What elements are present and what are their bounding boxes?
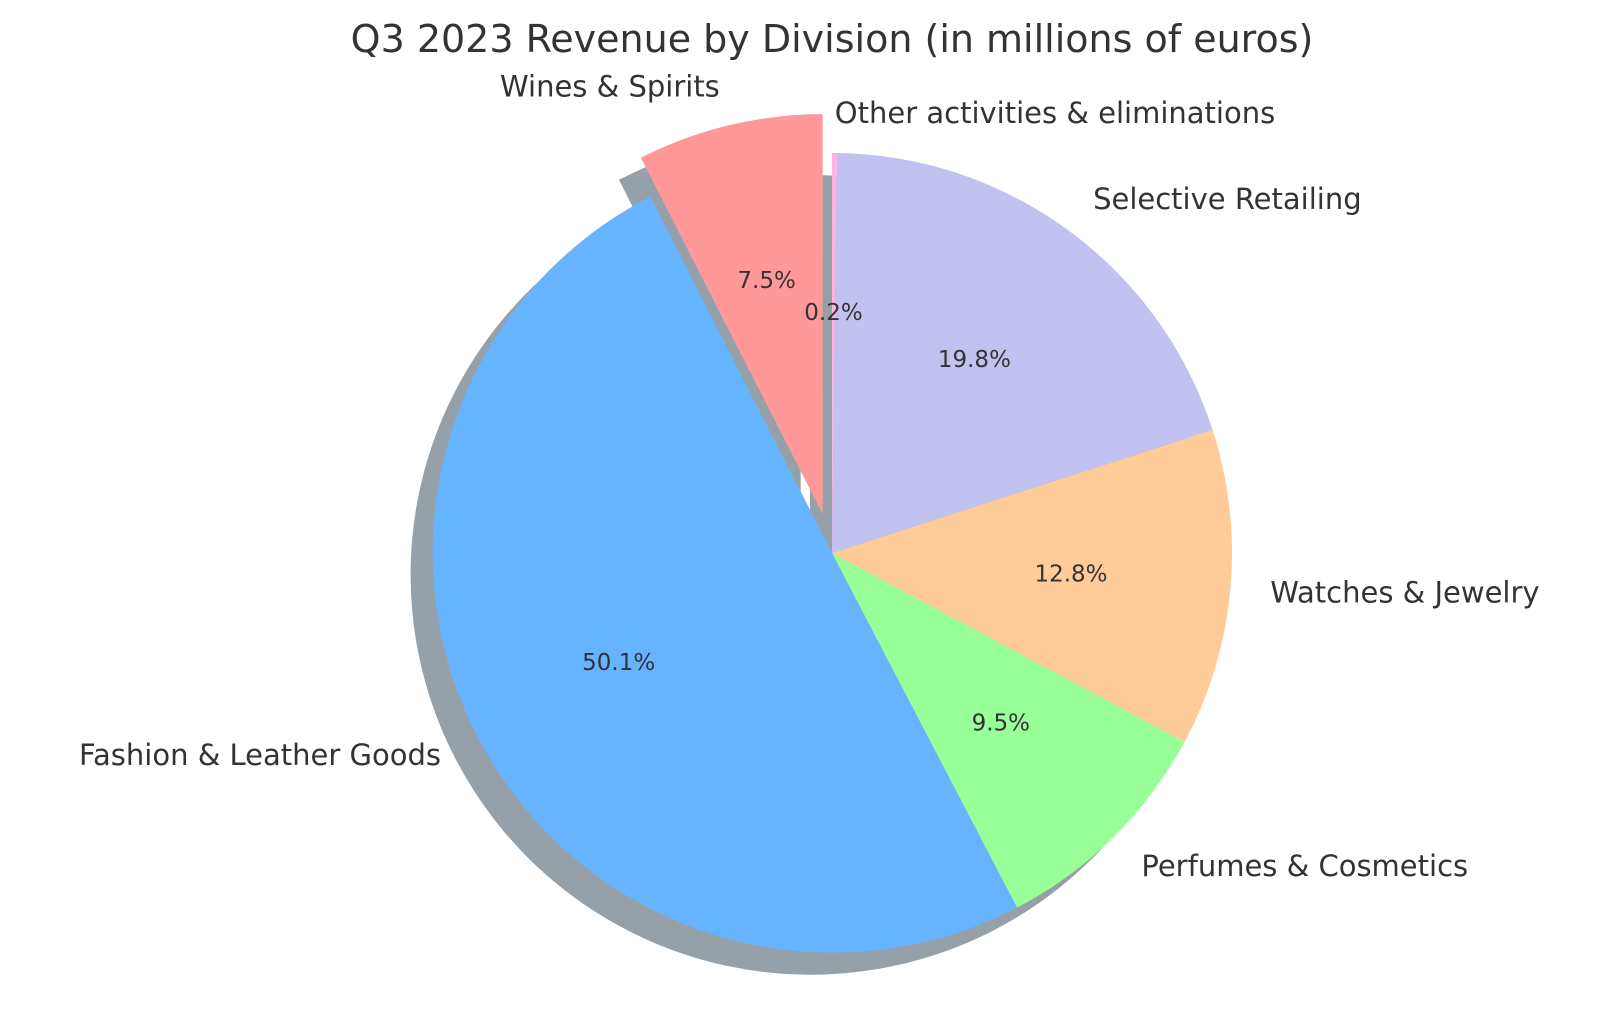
percent-label-wines-and-spirits: 7.5% [737,268,795,294]
slice-fashion-and-leather-goods[interactable] [432,196,1018,953]
chart-title: Q3 2023 Revenue by Division (in millions… [351,17,1314,61]
slice-label-layer: Wines & Spirits Fashion & Leather Goods Pe… [79,69,1540,883]
slice-label-fashion-and-leather-goods: Fashion & Leather Goods [79,738,441,772]
slice-label-wines-and-spirits: Wines & Spirits [500,69,720,103]
percent-label-other-activities-and-eliminations: 0.2% [804,300,862,326]
slice-layer [432,114,1233,953]
slice-label-perfumes-and-cosmetics: Perfumes & Cosmetics [1141,849,1468,883]
slice-watches-and-jewelry[interactable] [832,429,1233,743]
slice-label-selective-retailing: Selective Retailing [1093,182,1362,216]
slice-wines-and-spirits[interactable] [640,114,823,515]
slice-label-watches-and-jewelry: Watches & Jewelry [1270,575,1539,609]
percent-label-selective-retailing: 19.8% [938,347,1011,373]
slice-perfumes-and-cosmetics[interactable] [832,553,1185,908]
percent-label-fashion-and-leather-goods: 50.1% [582,650,655,676]
percent-label-layer: 7.5% 50.1% 9.5% 12.8% 19.8% 0.2% [582,268,1107,737]
percent-label-perfumes-and-cosmetics: 9.5% [972,711,1030,737]
slice-label-other-activities-and-eliminations: Other activities & eliminations [835,96,1275,130]
percent-label-watches-and-jewelry: 12.8% [1034,562,1107,588]
slice-other-activities-and-eliminations[interactable] [832,152,838,553]
slice-selective-retailing[interactable] [832,153,1213,553]
